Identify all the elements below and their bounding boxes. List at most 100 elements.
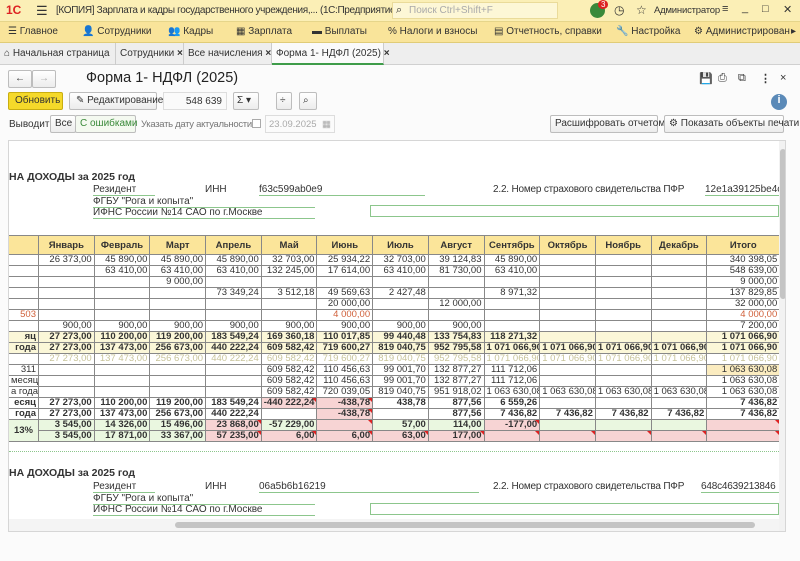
table-cell[interactable] (38, 298, 95, 310)
table-cell[interactable]: 81 730,00 (427, 265, 485, 277)
table-cell[interactable] (149, 287, 207, 299)
table-cell[interactable] (38, 276, 95, 288)
table-cell[interactable]: 1 063 630,08 (483, 386, 541, 398)
forward-button[interactable]: → (32, 70, 56, 88)
table-cell[interactable] (594, 419, 652, 431)
row-label[interactable] (9, 298, 39, 310)
table-cell[interactable]: 900,00 (372, 320, 429, 332)
table-cell[interactable]: 9 000,00 (149, 276, 207, 288)
table-cell[interactable]: 1 063 630,08 (650, 386, 708, 398)
table-cell[interactable] (483, 430, 541, 442)
table-cell[interactable] (93, 386, 151, 398)
history-icon[interactable]: ◷ (614, 3, 625, 17)
table-cell[interactable]: 23 868,00 (205, 419, 262, 431)
table-cell[interactable] (650, 276, 708, 288)
table-cell[interactable]: 6 559,26 (483, 397, 541, 409)
row-label[interactable]: года (9, 408, 39, 420)
table-cell[interactable]: 819 040,75 (372, 342, 429, 354)
info-icon[interactable]: i (771, 94, 787, 110)
table-cell[interactable]: 1 063 630,08 (706, 364, 781, 376)
table-cell[interactable] (483, 309, 541, 321)
settings-menu-icon[interactable]: ≡ (722, 3, 729, 15)
menu-item-main[interactable]: ☰ Главное (8, 26, 58, 37)
table-cell[interactable] (149, 309, 207, 321)
table-cell[interactable] (539, 309, 596, 321)
table-cell[interactable]: 951 918,02 (427, 386, 485, 398)
table-cell[interactable]: 27 273,00 (38, 331, 95, 343)
table-cell[interactable] (650, 364, 708, 376)
table-cell[interactable]: 118 271,32 (483, 331, 541, 343)
table-cell[interactable] (539, 331, 596, 343)
table-cell[interactable] (539, 375, 596, 387)
print-icon[interactable]: ⎙ (718, 72, 727, 84)
table-cell[interactable]: 132 877,27 (427, 375, 485, 387)
table-cell[interactable]: 7 436,82 (483, 408, 541, 420)
table-cell[interactable]: 27 273,00 (38, 353, 95, 365)
table-cell[interactable]: 900,00 (38, 320, 95, 332)
menu-item-employees[interactable]: 👤 Сотрудники (82, 26, 152, 37)
horizontal-scrollbar[interactable] (9, 519, 779, 531)
table-cell[interactable] (650, 397, 708, 409)
table-cell[interactable]: 8 971,32 (483, 287, 541, 299)
table-cell[interactable] (205, 298, 262, 310)
table-cell[interactable]: 7 436,82 (539, 408, 596, 420)
table-cell[interactable] (38, 375, 95, 387)
table-cell[interactable]: 20 000,00 (316, 298, 374, 310)
table-cell[interactable]: 438,78 (372, 397, 429, 409)
table-cell[interactable]: 7 436,82 (594, 408, 652, 420)
close-tab-icon[interactable]: × (265, 48, 272, 59)
table-cell[interactable]: 609 582,42 (260, 353, 318, 365)
row-label[interactable]: 13% (9, 419, 39, 442)
show-print-objects-button[interactable]: ⚙ Показать объекты печати (664, 115, 799, 133)
row-label[interactable]: 311 (9, 364, 39, 376)
table-cell[interactable]: 1 071 066,90 (594, 353, 652, 365)
table-cell[interactable]: 119 200,00 (149, 397, 207, 409)
table-cell[interactable] (539, 430, 596, 442)
table-cell[interactable] (205, 309, 262, 321)
table-cell[interactable] (539, 419, 596, 431)
table-cell[interactable]: 1 063 630,08 (706, 375, 781, 387)
table-cell[interactable]: 27 273,00 (38, 397, 95, 409)
table-cell[interactable]: 63 410,00 (93, 265, 151, 277)
table-cell[interactable]: 1 071 066,90 (650, 342, 708, 354)
table-cell[interactable] (539, 364, 596, 376)
table-cell[interactable] (260, 298, 318, 310)
table-cell[interactable] (483, 298, 541, 310)
table-cell[interactable] (149, 364, 207, 376)
table-cell[interactable] (594, 276, 652, 288)
table-cell[interactable] (594, 287, 652, 299)
table-cell[interactable]: 1 071 066,90 (594, 342, 652, 354)
table-cell[interactable] (539, 287, 596, 299)
menu-item-taxes[interactable]: % Налоги и взносы (388, 26, 478, 37)
table-cell[interactable]: 57 235,00 (205, 430, 262, 442)
table-cell[interactable] (539, 254, 596, 266)
table-cell[interactable]: 609 582,42 (260, 342, 318, 354)
close-form-icon[interactable]: × (780, 72, 787, 84)
filter-errors-button[interactable]: С ошибками (75, 115, 138, 133)
row-label[interactable] (9, 254, 39, 266)
minimize-icon[interactable]: _ (742, 2, 749, 14)
table-cell[interactable] (93, 364, 151, 376)
table-cell[interactable]: 27 273,00 (38, 408, 95, 420)
table-cell[interactable]: 440 222,24 (205, 408, 262, 420)
table-cell[interactable]: 99 001,70 (372, 364, 429, 376)
table-cell[interactable]: 819 040,75 (372, 386, 429, 398)
table-cell[interactable]: 73 349,24 (205, 287, 262, 299)
table-cell[interactable] (38, 287, 95, 299)
table-cell[interactable] (594, 364, 652, 376)
table-cell[interactable]: 7 436,82 (706, 397, 781, 409)
table-cell[interactable]: 1 071 066,90 (706, 342, 781, 354)
table-cell[interactable]: 45 890,00 (93, 254, 151, 266)
table-cell[interactable]: 110 456,63 (316, 364, 374, 376)
main-menu-icon[interactable]: ☰ (36, 3, 48, 18)
row-label[interactable]: а года (9, 386, 39, 398)
table-cell[interactable]: 256 673,00 (149, 342, 207, 354)
preview-icon[interactable]: ⧉ (738, 72, 746, 84)
table-cell[interactable]: 440 222,24 (205, 342, 262, 354)
table-cell[interactable]: -438,78 (316, 397, 374, 409)
table-cell[interactable] (594, 331, 652, 343)
table-cell[interactable]: 1 063 630,08 (594, 386, 652, 398)
table-cell[interactable] (539, 265, 596, 277)
table-cell[interactable]: 1 071 066,90 (650, 353, 708, 365)
table-cell[interactable]: 63 410,00 (205, 265, 262, 277)
